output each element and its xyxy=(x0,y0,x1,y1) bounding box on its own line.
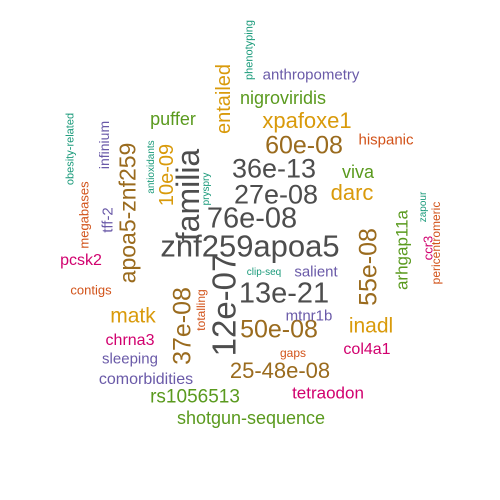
word-puffer: puffer xyxy=(150,109,196,129)
word-col4a1: col4a1 xyxy=(343,341,391,358)
word-chrna3: chrna3 xyxy=(105,332,155,349)
word-infinium: infinium xyxy=(96,120,112,170)
word-anthropometry: anthropometry xyxy=(262,66,360,84)
word-sleeping: sleeping xyxy=(102,350,158,368)
word-60e-08: 60e-08 xyxy=(265,131,343,160)
word-zapour: zapour xyxy=(418,191,429,223)
word-12e-07: 12e-07 xyxy=(205,253,243,357)
word-27e-08: 27e-08 xyxy=(233,179,319,210)
word-comorbidities: comorbidities xyxy=(98,371,194,388)
word-10e-09: 10e-09 xyxy=(156,143,178,207)
word-darc: darc xyxy=(330,180,374,205)
word-50e-08: 50e-08 xyxy=(240,315,318,344)
word-rs1056513: rs1056513 xyxy=(150,386,240,408)
word-contigs: contigs xyxy=(70,282,112,298)
word-nigroviridis: nigroviridis xyxy=(239,88,327,108)
word-37e-08: 37e-08 xyxy=(168,287,197,365)
word-shotgun-sequence: shotgun-sequence xyxy=(176,408,326,428)
word-pericentromeric: pericentromeric xyxy=(429,201,443,285)
word-gaps: gaps xyxy=(279,346,307,360)
word-phenotyping: phenotyping xyxy=(243,20,256,80)
word-megabases: megabases xyxy=(76,181,92,249)
word-znf259apoa5: znf259apoa5 xyxy=(160,228,340,264)
word-salient: salient xyxy=(294,263,338,281)
word-pcsk2: pcsk2 xyxy=(60,252,102,269)
word-totalling: totalling xyxy=(194,289,208,331)
word-obesity-related: obesity-related xyxy=(64,112,77,186)
word-pryspry: pryspry xyxy=(201,172,212,206)
word-xpafoxe1: xpafoxe1 xyxy=(262,108,352,133)
word-55e-08: 55e-08 xyxy=(354,228,383,306)
word-tetraodon: tetraodon xyxy=(292,383,364,403)
word-13e-21: 13e-21 xyxy=(238,277,330,310)
word-76e-08: 76e-08 xyxy=(206,202,298,235)
word-tff-2: tff-2 xyxy=(99,207,117,233)
word-inadl: inadl xyxy=(348,314,394,338)
word-entailed: entailed xyxy=(213,63,235,135)
word-antioxidants: antioxidants xyxy=(146,140,157,194)
word-36e-13: 36e-13 xyxy=(231,153,317,184)
word-mtnr1b: mtnr1b xyxy=(285,307,333,325)
word-clip-seq: clip-seq xyxy=(246,267,282,278)
word-hispanic: hispanic xyxy=(358,131,414,149)
word-matk: matk xyxy=(110,304,156,328)
word-25-48e-08: 25-48e-08 xyxy=(229,358,331,383)
word-arhgap11a: arhgap11a xyxy=(392,209,412,291)
word-viva: viva xyxy=(341,162,375,182)
word-apoa5-znf259: apoa5-znf259 xyxy=(114,142,141,284)
